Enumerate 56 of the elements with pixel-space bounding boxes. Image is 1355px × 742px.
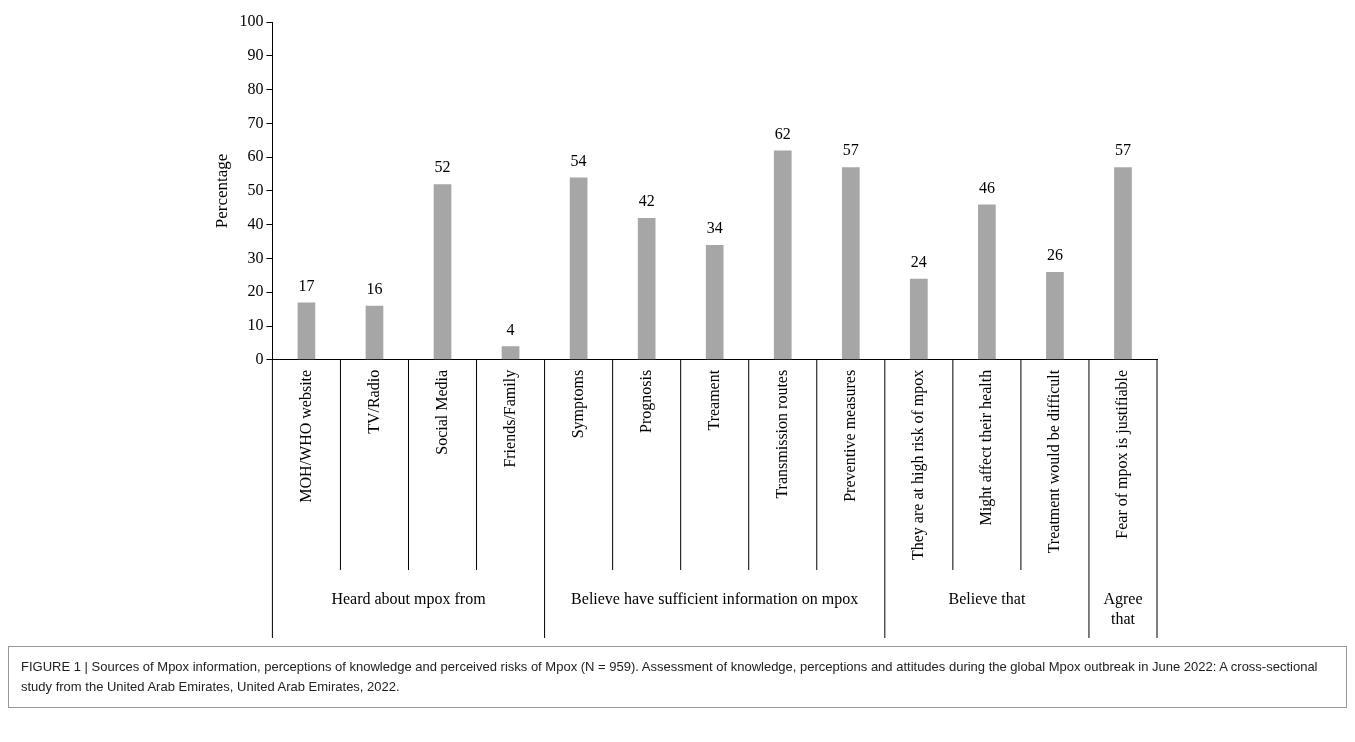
data-label: 57 xyxy=(1114,141,1131,159)
bar xyxy=(773,150,792,360)
data-label: 42 xyxy=(638,192,655,210)
text: Believe that xyxy=(948,590,1026,608)
caption: FIGURE 1 | Sources of Mpox information, perceptions of knowledge and perceived risks of Mpox (N = 959). Assessment of knowledge, perceptions and attitudes during the global Mpox outbreak in June 2022: A cross-sectional study from the United Arab Emirates, United Arab Emirates, 2022. xyxy=(8,646,1347,708)
bar xyxy=(297,302,316,360)
y-tick-label: 100 xyxy=(239,12,264,30)
x-tick-label: Fear of mpox is justifiable xyxy=(1113,369,1132,539)
x-tick-label: MOH/WHO website xyxy=(296,369,314,503)
x-tick-label: Might affect their health xyxy=(977,369,996,526)
bar xyxy=(569,177,588,360)
data-label: 17 xyxy=(298,276,315,294)
x-tick-label: They are at high risk of mpox xyxy=(909,369,928,560)
y-tick-label: 70 xyxy=(247,113,264,131)
y-tick-label: 10 xyxy=(247,316,264,334)
data-label: 57 xyxy=(842,141,859,159)
data-label: 62 xyxy=(774,124,791,142)
y-tick-label: 60 xyxy=(247,147,264,165)
y-tick-label: 20 xyxy=(247,282,264,300)
x-tick-label: Social Media xyxy=(432,369,450,455)
x-tick-label: TV/Radio xyxy=(364,369,382,434)
bar xyxy=(841,167,860,360)
data-label: 26 xyxy=(1046,246,1063,264)
x-tick-label: Symptoms xyxy=(568,369,587,439)
y-tick-label: 30 xyxy=(247,248,264,266)
data-label: 46 xyxy=(978,178,995,196)
bar xyxy=(501,346,520,360)
x-tick-label: Transmission routes xyxy=(772,369,790,499)
y-tick-label: 50 xyxy=(247,181,264,199)
bar xyxy=(1046,271,1064,360)
data-label: 24 xyxy=(910,252,927,270)
bar xyxy=(637,217,656,360)
x-tick-label: Preventive measures xyxy=(841,369,858,502)
data-label: 16 xyxy=(366,279,383,297)
bar xyxy=(433,184,452,360)
text: Agree that xyxy=(1103,590,1143,628)
x-tick-label: Treament xyxy=(704,369,722,431)
y-tick-label: 0 xyxy=(255,350,264,368)
y-tick-label: 80 xyxy=(247,79,264,97)
data-label: 34 xyxy=(706,219,723,237)
data-label: 52 xyxy=(434,158,451,176)
bar xyxy=(909,278,928,360)
bar xyxy=(978,204,996,360)
x-tick-label: Friends/Family xyxy=(500,369,519,468)
y-tick-label: 90 xyxy=(247,45,264,63)
x-tick-label: Treatment would be difficult xyxy=(1045,369,1063,554)
bar xyxy=(1114,167,1132,360)
y-axis-title: Percentage xyxy=(211,153,231,229)
data-label: 4 xyxy=(506,320,515,338)
x-tick-label: Prognosis xyxy=(636,369,655,433)
text: Heard about mpox from xyxy=(331,590,487,609)
y-tick-label: 40 xyxy=(247,214,264,232)
bar xyxy=(365,305,384,360)
bar xyxy=(705,244,724,360)
data-label: 54 xyxy=(570,151,587,169)
text: Believe have sufficient information on mpox xyxy=(571,590,859,609)
